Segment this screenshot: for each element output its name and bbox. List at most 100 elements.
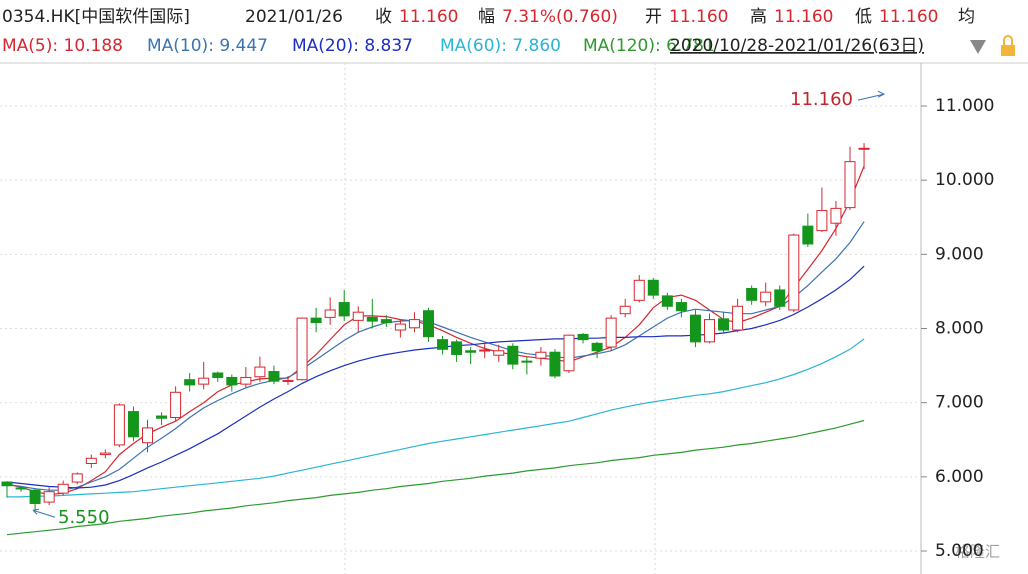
candle-body: [184, 379, 196, 386]
y-tick-label: 8.000: [935, 319, 984, 339]
watermark: 格隆汇: [955, 543, 1000, 561]
candle-body: [493, 350, 505, 356]
candle-body: [732, 305, 744, 331]
low-annotation: 5.550: [58, 507, 110, 528]
candle-body: [479, 349, 491, 352]
field-value: 11.160: [879, 7, 938, 27]
legend-entry: MA(5): 10.188: [2, 36, 123, 56]
candle-body: [647, 279, 659, 296]
high-annotation: 11.160: [790, 89, 853, 110]
field-label: 收: [375, 7, 392, 27]
candle-body: [521, 360, 533, 363]
candle-body: [788, 234, 800, 311]
candle-body: [338, 302, 350, 317]
candle-body: [844, 161, 856, 209]
legend-entry: MA(10): 9.447: [147, 36, 268, 56]
ma-line: [7, 338, 865, 498]
candle-body: [704, 319, 715, 343]
candle-body: [746, 287, 758, 301]
candle-body: [802, 225, 814, 245]
candle-body: [324, 309, 336, 318]
ma-line: [6, 419, 865, 536]
field-label: 均: [958, 7, 975, 27]
lock-icon[interactable]: [1001, 35, 1015, 56]
ma-line: [6, 265, 865, 489]
candle-body: [127, 411, 139, 438]
candle-body: [563, 334, 575, 372]
legend-entry: MA(20): 8.837: [292, 36, 413, 56]
candle-body: [29, 489, 41, 505]
candle-body: [465, 350, 477, 353]
candle-body: [774, 289, 786, 307]
candle-body: [71, 473, 83, 483]
candle-body: [535, 351, 547, 359]
annotation-arrow: [857, 90, 886, 101]
candle-body: [170, 391, 182, 419]
y-tick-label: 7.000: [935, 393, 984, 413]
candle-body: [240, 376, 252, 385]
candle-body: [57, 483, 69, 494]
candle-body: [675, 302, 687, 312]
lock-shackle: [1003, 35, 1013, 45]
y-tick-label: 5.000: [935, 541, 984, 561]
field-label: 高: [750, 7, 767, 27]
candle-body: [619, 305, 631, 315]
candle-body: [689, 314, 701, 343]
field-value: 11.160: [669, 7, 728, 27]
candle-body: [268, 371, 280, 382]
candle-body: [142, 427, 153, 444]
legend-entry: MA(120): 6.781: [583, 36, 715, 56]
date-range[interactable]: 2020/10/28-2021/01/26(63日): [670, 36, 924, 56]
field-label: 幅: [478, 7, 495, 27]
candle-body: [437, 339, 449, 350]
candle-body: [156, 415, 168, 419]
candle-body: [254, 366, 266, 378]
candle-body: [310, 317, 322, 324]
y-tick-label: 9.000: [935, 244, 984, 264]
ma-line: [6, 221, 865, 491]
candle-body: [549, 351, 561, 377]
candle-body: [760, 291, 772, 303]
candle-body: [198, 377, 210, 385]
candle-body: [408, 319, 420, 329]
candle-body: [212, 372, 224, 378]
candle-body: [113, 404, 125, 446]
candle-body: [633, 279, 645, 301]
dropdown-icon[interactable]: [970, 40, 986, 54]
y-tick-label: 6.000: [935, 467, 984, 487]
candle-body: [226, 376, 238, 386]
symbol: 0354.HK[中国软件国际]: [2, 7, 190, 27]
candle-body: [507, 345, 519, 365]
candle-body: [380, 319, 392, 324]
field-label: 开: [645, 7, 662, 27]
candle-body: [15, 487, 27, 490]
field-value: 7.31%(0.760): [502, 7, 618, 27]
candle-body: [451, 341, 463, 355]
lock-body: [1001, 45, 1015, 56]
y-tick-label: 11.000: [935, 96, 994, 116]
candle-body: [352, 311, 364, 321]
candle-body: [591, 342, 603, 352]
candle-body: [43, 491, 55, 503]
candle-body: [85, 457, 97, 464]
legend: MA(5): 10.188 MA(10): 9.447 MA(20): 8.837 M…: [2, 36, 715, 56]
candle-body: [816, 210, 828, 232]
candle-body: [830, 207, 842, 224]
candle-body: [282, 379, 294, 382]
y-tick-label: 10.000: [935, 170, 994, 190]
field-value: 11.160: [774, 7, 833, 27]
candle-body: [99, 452, 111, 456]
candle-body: [718, 318, 730, 331]
quote-fields: 收 11.160 幅 7.31%(0.760) 开 11.160 高 11.160 低 11.16…: [375, 7, 975, 27]
candle-body: [661, 295, 673, 307]
date: 2021/01/26: [245, 7, 343, 27]
field-label: 低: [855, 7, 872, 27]
field-value: 11.160: [399, 7, 458, 27]
candle-body: [858, 147, 870, 150]
candle-body: [296, 317, 308, 381]
candle-body: [577, 333, 589, 341]
candle-body: [366, 316, 378, 322]
candle-body: [423, 310, 434, 338]
